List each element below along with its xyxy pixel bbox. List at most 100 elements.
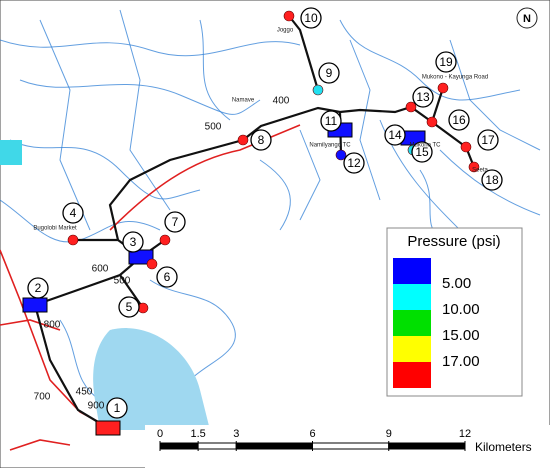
place-label: Joggo — [277, 28, 294, 34]
node-label-circle — [343, 152, 365, 174]
scale-segment — [388, 442, 466, 450]
node-label: 19 — [439, 55, 453, 69]
labels: Joggo Namave Mukono - Kayunga Road Seeta Bug… — [33, 28, 488, 412]
node-label-circle — [448, 109, 470, 131]
node-marker — [312, 84, 324, 96]
north-arrow: N — [516, 7, 538, 29]
pipe-label: 500 — [205, 122, 222, 133]
node-label: 16 — [452, 113, 466, 127]
node-label: 13 — [416, 90, 430, 104]
district-boundary — [0, 124, 301, 451]
node-marker — [159, 234, 171, 246]
legend-title: Pressure (psi) — [407, 233, 500, 250]
scale-tick-label: 1.5 — [190, 428, 205, 440]
node-label: 5 — [126, 300, 133, 314]
node-label-circle — [435, 51, 457, 73]
node-label: 3 — [130, 235, 137, 249]
place-label: Namave — [232, 98, 255, 104]
node-label: 17 — [481, 133, 495, 147]
pipe-label: 700 — [34, 392, 51, 403]
scale-unit: Kilometers — [475, 440, 532, 454]
node-label: 1 — [114, 401, 121, 415]
node-marker — [405, 101, 417, 113]
node-label: 8 — [258, 133, 265, 147]
node-label-circle — [122, 231, 144, 253]
node-label: 12 — [347, 156, 361, 170]
node-label: 18 — [485, 173, 499, 187]
node-marker — [437, 82, 449, 94]
scale-segment — [235, 442, 313, 450]
node-label: 6 — [164, 270, 171, 284]
node-label: 11 — [325, 114, 338, 128]
place-label: Namilyango TC — [309, 143, 351, 149]
legend-swatch — [393, 284, 431, 310]
node-label: 4 — [70, 206, 77, 220]
scale-tick-label: 3 — [233, 428, 239, 440]
node-label-circle — [62, 202, 84, 224]
scale-segment — [312, 442, 390, 450]
node-marker — [67, 234, 79, 246]
node-marker — [146, 258, 158, 270]
node-label-circle — [106, 397, 128, 419]
node-label-circle — [481, 169, 503, 191]
node-label: 10 — [304, 11, 318, 25]
node-label-circle — [118, 296, 140, 318]
node-label-circle — [411, 141, 433, 163]
legend-label: 17.00 — [442, 353, 480, 370]
node-label-circle — [164, 211, 186, 233]
scale-segment — [197, 442, 237, 450]
node-label-circle — [477, 129, 499, 151]
legend-swatch — [393, 336, 431, 362]
scale-tick-label: 0 — [157, 428, 163, 440]
place-label: Seeta — [472, 168, 488, 174]
node-marker — [128, 249, 154, 265]
node-label-circle — [320, 110, 342, 132]
node-label: 7 — [172, 215, 179, 229]
node-label-circle — [300, 7, 322, 29]
reservoir — [0, 140, 22, 165]
legend-swatch — [393, 362, 431, 388]
scale-tick-label: 6 — [309, 428, 315, 440]
place-label: Mukono TC — [410, 143, 442, 149]
node-label-circle — [384, 124, 406, 146]
legend: Pressure (psi) 5.00 10.00 15.00 17.00 — [386, 227, 523, 397]
scale-bar: 0 1.5 3 6 9 12 Kilometers — [145, 425, 550, 468]
pipe-label: 800 — [44, 320, 61, 331]
node-marker — [237, 134, 249, 146]
legend-swatch — [393, 258, 431, 284]
scale-tick-label: 9 — [386, 428, 392, 440]
node-marker — [335, 149, 347, 161]
scale-tick-label: 12 — [459, 428, 471, 440]
node-marker — [460, 141, 472, 153]
legend-swatch — [393, 310, 431, 336]
node-marker — [468, 161, 480, 173]
scale-segment — [159, 442, 199, 450]
node-label-circle — [250, 129, 272, 151]
legend-label: 5.00 — [442, 275, 471, 292]
node-marker — [22, 297, 48, 313]
pipe-label: 600 — [92, 264, 109, 275]
north-circle — [516, 7, 538, 29]
legend-label: 10.00 — [442, 301, 480, 318]
node-marker — [283, 10, 295, 22]
node-marker — [95, 420, 121, 436]
pipe-label: 450 — [76, 387, 93, 398]
pipe-label: 500 — [114, 276, 131, 287]
node-label: 15 — [415, 145, 429, 159]
pipe-label: 400 — [273, 96, 290, 107]
legend-label: 15.00 — [442, 327, 480, 344]
place-label: Bugolobi Market — [33, 226, 77, 232]
node-label-circle — [156, 266, 178, 288]
node-label: 9 — [326, 66, 333, 80]
node-marker — [426, 116, 438, 128]
north-label: N — [523, 13, 531, 25]
node-label: 2 — [35, 281, 42, 295]
pipe-label: 900 — [88, 401, 105, 412]
place-label: Mukono - Kayunga Road — [422, 75, 488, 81]
node-label-circle — [412, 86, 434, 108]
node-label-circle — [318, 62, 340, 84]
node-label: 14 — [388, 128, 402, 142]
node-label-circle — [27, 277, 49, 299]
